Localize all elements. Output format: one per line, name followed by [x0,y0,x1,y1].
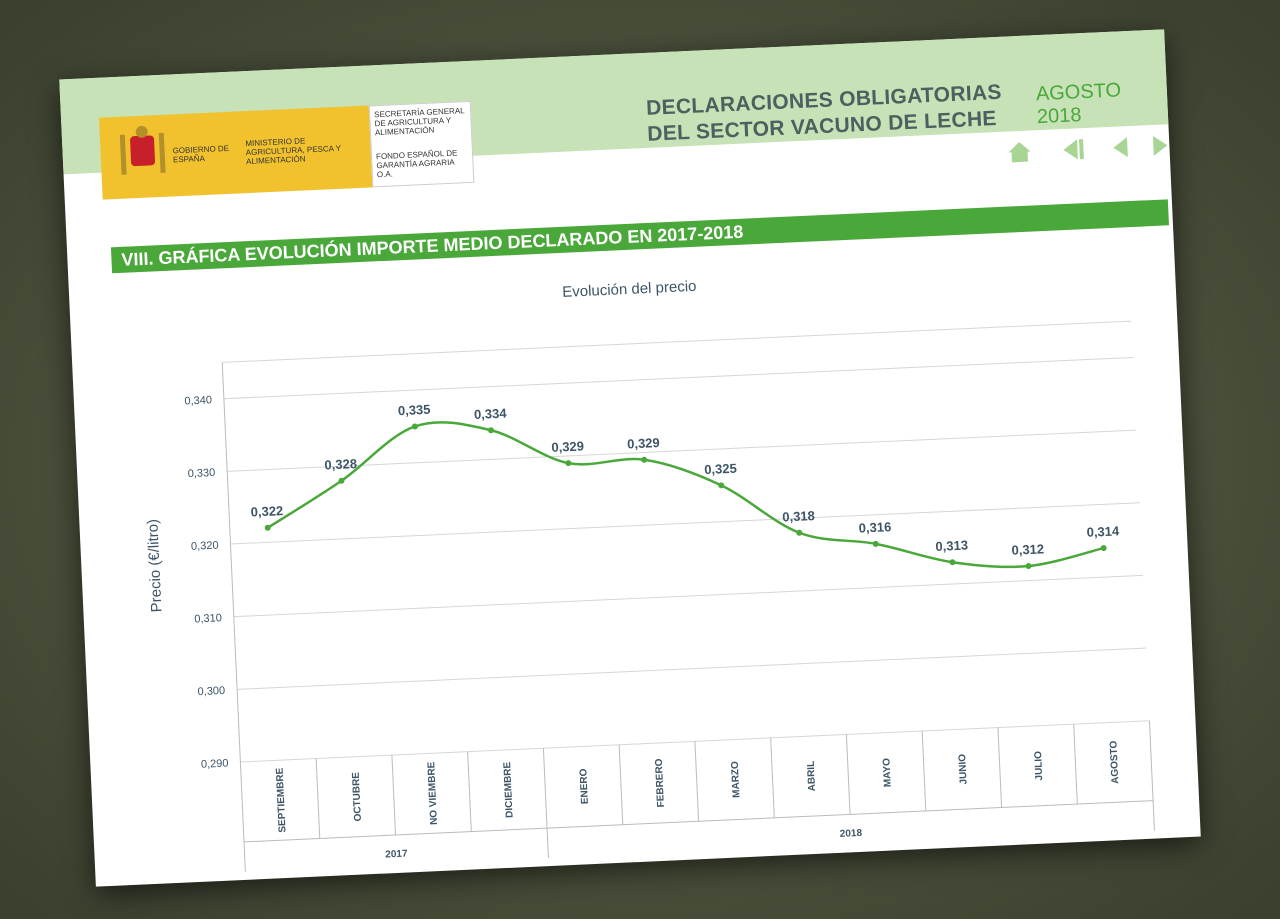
year-label: 2018 [840,828,863,840]
home-button[interactable] [1008,142,1031,163]
nav [1008,135,1168,163]
point [565,460,572,467]
point [949,559,956,566]
category-divider [1073,724,1078,805]
data-label: 0,312 [1011,541,1044,557]
data-label: 0,318 [782,508,815,524]
point [796,529,803,536]
data-label: 0,313 [935,537,968,553]
secretariat-text: SECRETARÍA GENERAL DE AGRICULTURA Y ALIM… [373,106,465,138]
category-divider [921,731,927,811]
slide: GOBIERNO DE ESPAÑA MINISTERIO DE AGRICUL… [59,29,1201,887]
prev-button[interactable] [1113,137,1128,158]
x-tick-label: MAYO [881,758,893,788]
y-tick-label: 0,310 [194,612,222,625]
grid-line [227,429,1137,472]
grid-line [222,320,1132,363]
grid-line [223,356,1133,400]
x-tick-label: ABRIL [806,761,818,792]
category-divider [542,748,548,829]
category-divider [845,734,851,815]
grid-line [230,502,1140,545]
point [264,524,271,531]
x-tick-label: DICIEMBRE [502,761,516,818]
data-label: 0,328 [324,456,357,472]
x-axis-row [243,800,1154,843]
x-tick-label: NO VIEMBRE [426,761,440,825]
coat-of-arms [119,125,166,175]
fund-text: FONDO ESPAÑOL DE GARANTÍA AGRARIA O.A. [375,148,458,180]
category-divider [315,758,321,839]
y-tick-label: 0,340 [184,394,212,407]
year-divider [1152,800,1156,836]
point [872,540,879,547]
grid-line [237,647,1147,690]
chart-title: Evolución del precio [562,278,697,301]
category-divider [1148,720,1154,801]
point [1100,545,1107,552]
point [718,482,725,489]
category-divider [391,755,397,836]
y-axis-label: Precio (€/litro) [144,519,165,613]
point [488,427,495,434]
category-divider [467,751,472,832]
category-divider [694,741,700,822]
x-tick-label: ENERO [578,768,591,804]
y-tick-label: 0,290 [201,758,229,771]
point [641,456,648,463]
x-tick-label: FEBRERO [654,758,667,808]
category-divider [997,727,1003,808]
logo: GOBIERNO DE ESPAÑA MINISTERIO DE AGRICUL… [99,105,373,200]
point [338,477,345,484]
category-divider [770,737,775,818]
data-label: 0,329 [551,438,584,454]
year-label: 2017 [385,848,408,860]
data-label: 0,335 [398,402,431,418]
x-tick-label: AGOSTO [1108,740,1121,784]
y-tick-label: 0,330 [187,467,215,480]
chart: Evolución del precio Precio (€/litro) 0,… [144,278,1156,878]
grid-line [233,574,1143,618]
data-label: 0,322 [250,503,283,519]
data-label: 0,316 [858,519,891,535]
data-label: 0,314 [1086,523,1120,539]
data-label: 0,329 [627,435,660,451]
data-label: 0,334 [474,406,508,422]
next-button[interactable] [1152,135,1168,156]
x-tick-label: JULIO [1033,751,1045,781]
y-tick-label: 0,320 [191,540,219,553]
y-axis [221,362,247,877]
x-tick-label: SEPTIEMBRE [275,767,289,833]
x-tick-label: JUNIO [957,753,969,784]
x-tick-label: MARZO [730,761,743,798]
data-label: 0,325 [704,461,737,477]
category-divider [618,744,624,825]
point [411,423,418,430]
header-date: AGOSTO 2018 [1035,79,1122,129]
line [267,421,1104,569]
y-tick-label: 0,300 [197,685,225,698]
x-tick-label: OCTUBRE [351,771,364,821]
ministry-text: MINISTERIO DE AGRICULTURA, PESCA Y ALIME… [245,136,341,167]
year-divider [546,828,550,864]
gov-text: GOBIERNO DE ESPAÑA [172,143,230,165]
logo-secondary: SECRETARÍA GENERAL DE AGRICULTURA Y ALIM… [368,100,475,188]
first-button[interactable] [1063,139,1084,160]
point [1025,563,1032,570]
x-axis-row [245,835,1155,878]
